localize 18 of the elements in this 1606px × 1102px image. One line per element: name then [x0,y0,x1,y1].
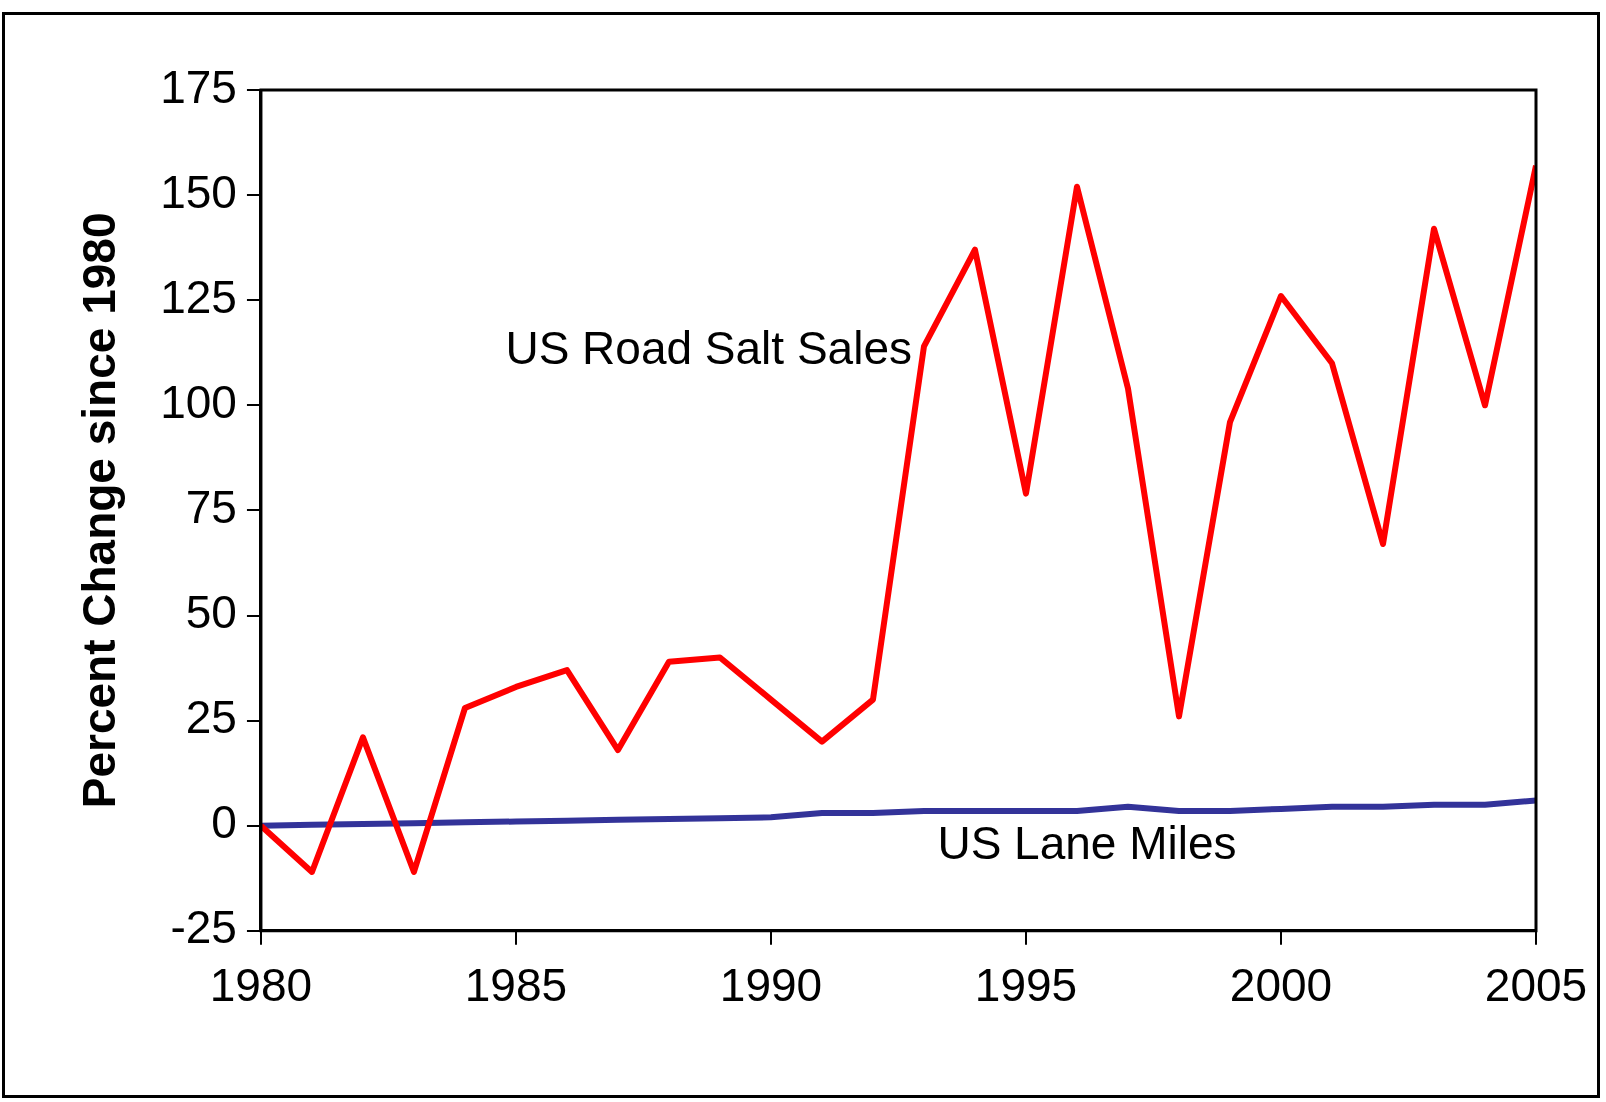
x-tick-label: 2000 [1229,959,1333,1012]
x-tick-label: 1985 [464,959,568,1012]
x-tick-label: 1995 [974,959,1078,1012]
y-tick-label: 0 [211,796,237,849]
y-tick-label: 100 [160,375,237,428]
y-axis-title: Percent Change since 1980 [73,212,126,809]
x-tick-label: 2005 [1484,959,1588,1012]
y-tick-label: -25 [170,901,237,954]
series-label: US Road Salt Sales [505,322,912,375]
y-tick-label: 25 [185,691,237,744]
y-tick-label: 150 [160,165,237,218]
x-tick-label: 1990 [719,959,823,1012]
y-tick-label: 50 [185,586,237,639]
y-tick-label: 75 [185,481,237,534]
x-tick-label: 1980 [209,959,313,1012]
y-tick-label: 175 [160,60,237,113]
series-label: US Lane Miles [937,816,1237,869]
y-tick-label: 125 [160,270,237,323]
